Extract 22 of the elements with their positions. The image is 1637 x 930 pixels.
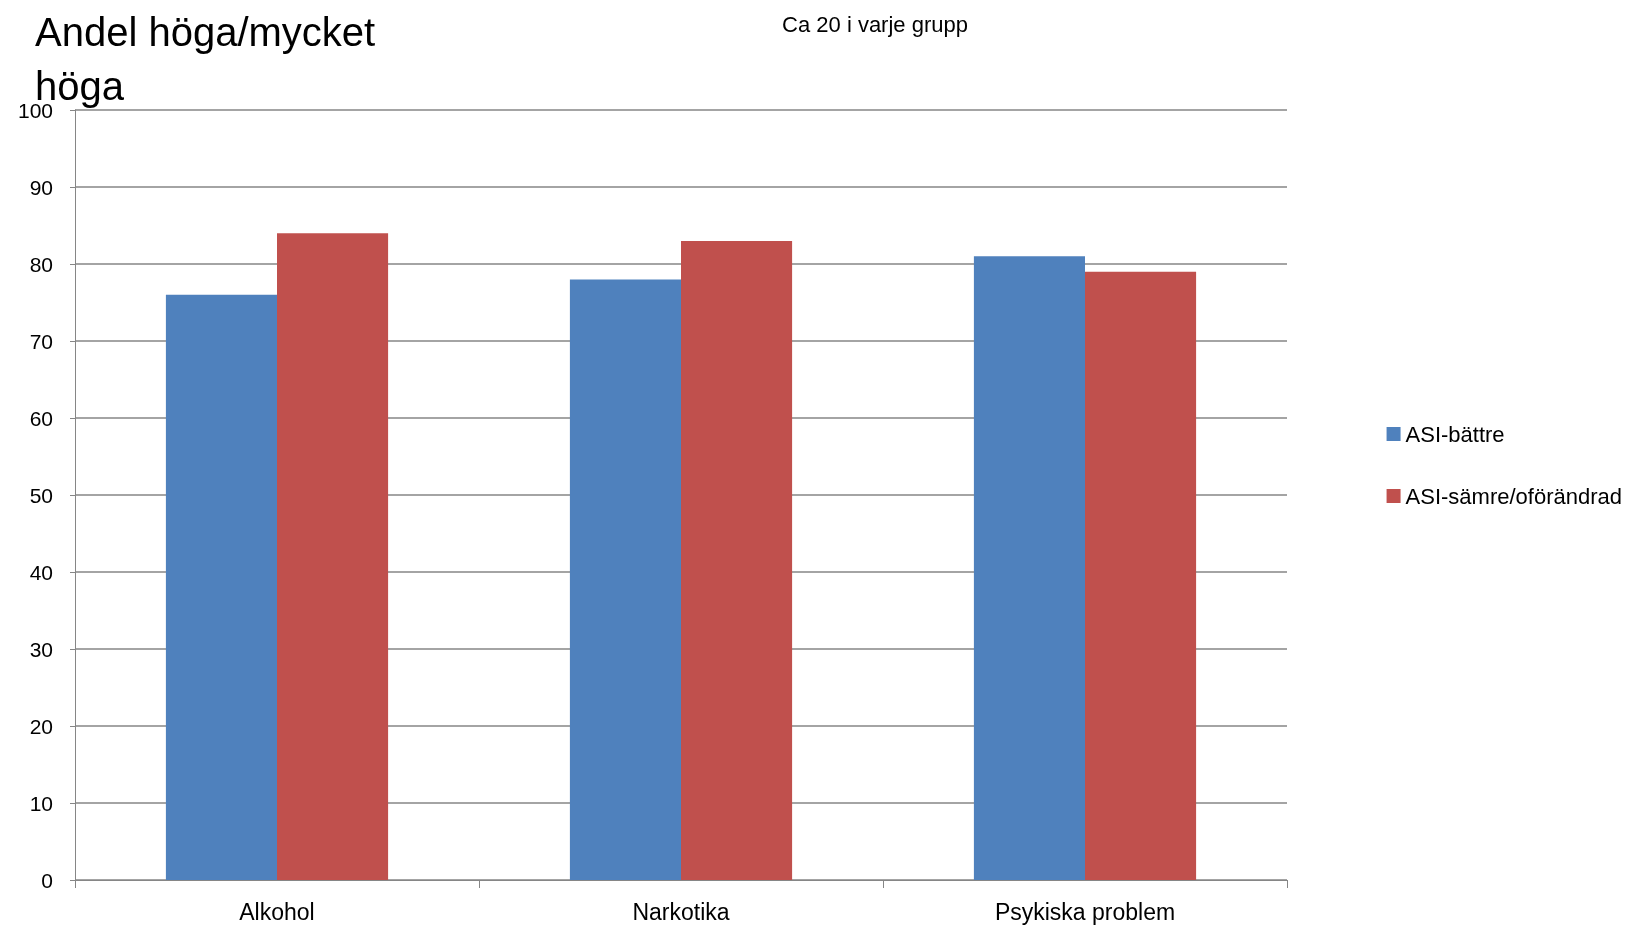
legend-label: ASI-sämre/oförändrad — [1405, 483, 1622, 509]
x-tick-label: Narkotika — [632, 898, 730, 925]
y-tick-label: 60 — [29, 406, 53, 430]
bar — [165, 294, 277, 880]
x-tick-label: Alkohol — [239, 898, 315, 925]
y-tick-label: 90 — [29, 175, 53, 199]
chart-title: Ca 20 i varje grupp — [782, 11, 968, 37]
y-tick-label: 40 — [29, 560, 53, 584]
y-tick-label: 80 — [29, 252, 53, 276]
bar — [1085, 271, 1197, 880]
y-tick-label: 30 — [29, 637, 53, 661]
y-tick-label: 50 — [29, 483, 53, 507]
bar — [681, 240, 793, 880]
x-tick-label: Psykiska problem — [994, 898, 1176, 925]
bar — [973, 256, 1085, 880]
y-tick-label: 0 — [41, 868, 53, 892]
y-tick-label: 20 — [29, 714, 53, 738]
y-tick-label: 70 — [29, 329, 53, 353]
legend-label: ASI-bättre — [1405, 421, 1505, 447]
y-tick-label: 10 — [29, 791, 53, 815]
bar — [277, 233, 389, 880]
bar — [569, 279, 681, 880]
